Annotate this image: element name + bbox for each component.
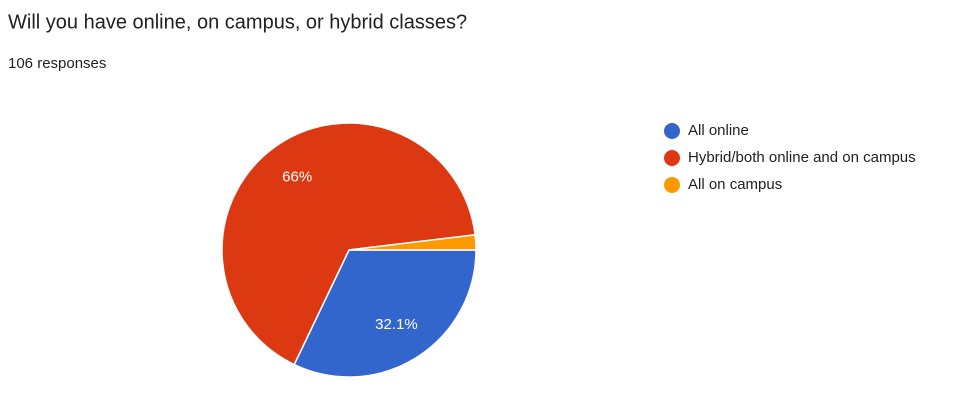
chart-subtitle: 106 responses — [8, 55, 106, 72]
pie-slice — [293, 249, 477, 378]
legend-marker — [664, 150, 680, 166]
pie-slice — [221, 122, 476, 366]
value-label: 66% — [282, 169, 312, 186]
legend-marker — [664, 177, 680, 193]
pie-slice — [348, 234, 477, 251]
chart-title: Will you have online, on campus, or hybr… — [8, 11, 467, 33]
legend-label: All online — [688, 122, 749, 139]
value-label: 32.1% — [375, 316, 418, 333]
legend-marker — [664, 123, 680, 139]
legend-label: Hybrid/both online and on campus — [688, 149, 916, 166]
legend-label: All on campus — [688, 176, 782, 193]
